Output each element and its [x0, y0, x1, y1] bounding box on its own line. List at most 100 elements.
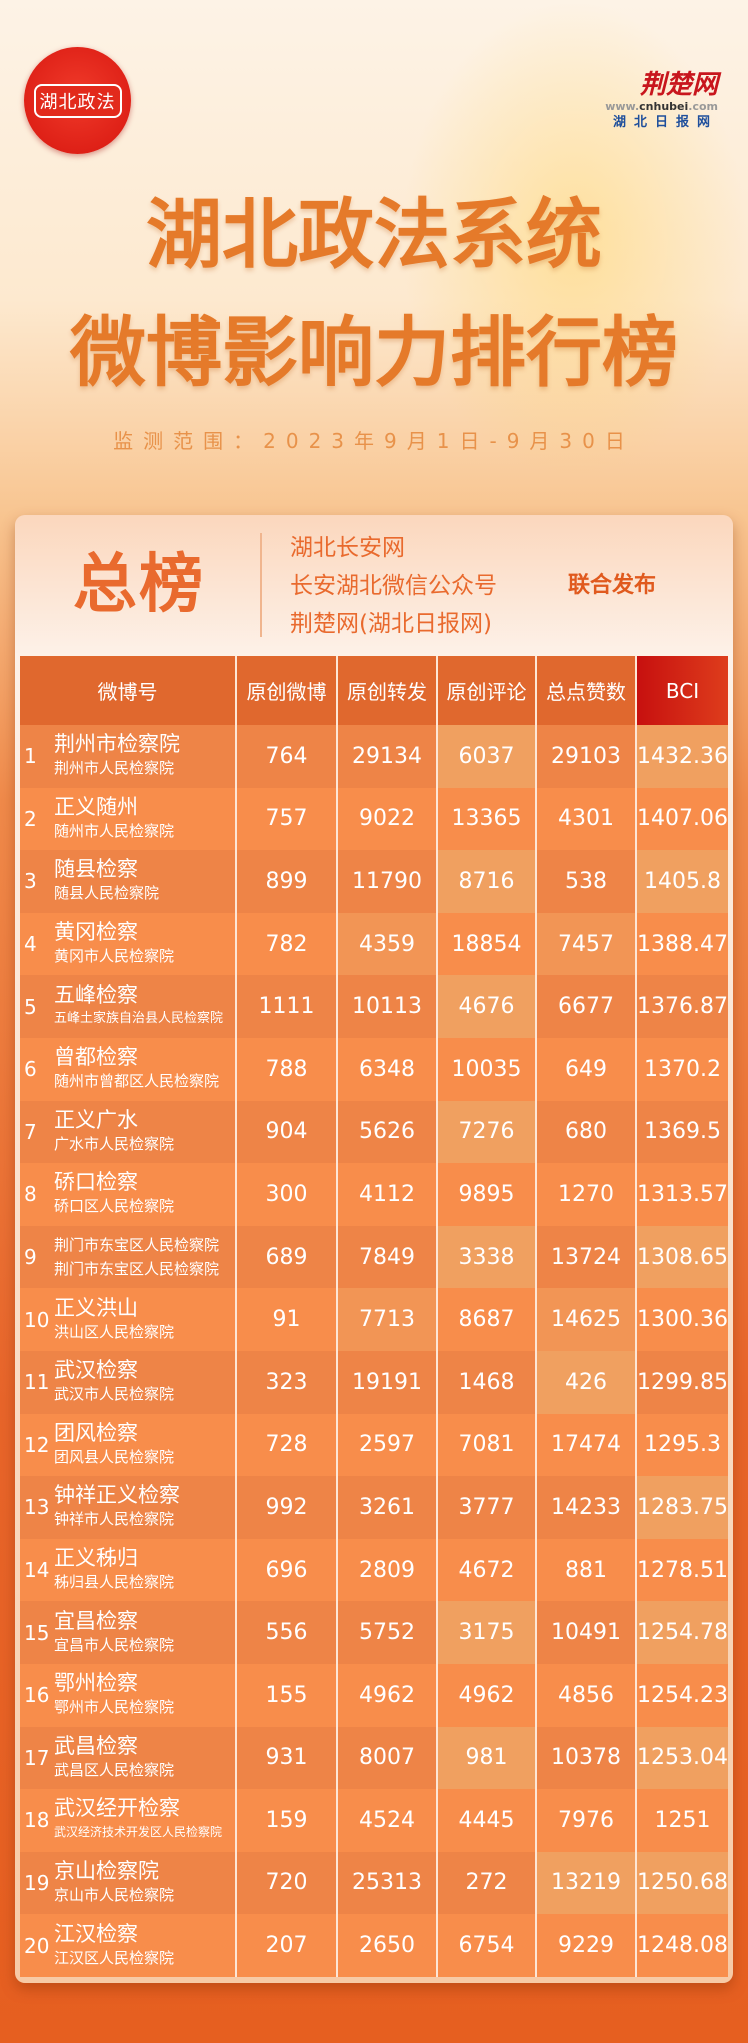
likes-cell: 7976 — [535, 1789, 636, 1852]
reposts-cell: 4359 — [336, 912, 437, 976]
header-comments: 原创评论 — [436, 656, 536, 725]
reposts-cell: 2809 — [336, 1538, 437, 1602]
comments-cell: 4962 — [436, 1663, 536, 1727]
table-row: 3 随县检察 随县人民检察院 899 11790 8716 538 1405.8 — [20, 850, 728, 913]
account-names: 武汉检察 武汉市人民检察院 — [54, 1358, 174, 1406]
rank: 19 — [24, 1870, 50, 1895]
account-names: 硚口检察 硚口区人民检察院 — [54, 1170, 174, 1218]
ranking-table: 微博号 原创微博 原创转发 原创评论 总点赞数 BCI 1 荆州市检察院 荆州市人民… — [20, 656, 728, 1977]
account-names: 曾都检察 随州市曾都区人民检察院 — [54, 1045, 219, 1093]
rank: 18 — [24, 1808, 50, 1833]
account-names: 钟祥正义检察 钟祥市人民检察院 — [54, 1483, 180, 1531]
bci-cell: 1278.51 — [635, 1538, 728, 1602]
account-name: 团风检察 — [54, 1420, 138, 1445]
account-names: 五峰检察 五峰土家族自治县人民检察院 — [54, 983, 223, 1031]
account-cell: 4 黄冈检察 黄冈市人民检察院 — [20, 912, 236, 976]
organization-name: 武汉市人民检察院 — [54, 1385, 175, 1404]
likes-cell: 10378 — [535, 1726, 636, 1790]
comments-cell: 8716 — [436, 850, 536, 913]
posts-cell: 782 — [235, 912, 337, 976]
reposts-cell: 5752 — [336, 1601, 437, 1664]
reposts-cell: 8007 — [336, 1726, 437, 1790]
comments-cell: 3338 — [436, 1225, 536, 1289]
posts-cell: 788 — [235, 1037, 337, 1101]
brand-url-main: cnhubei — [639, 100, 689, 113]
account-names: 荆门市东宝区人民检察院 荆门市东宝区人民检察院 — [54, 1233, 219, 1281]
board-label: 总榜 — [73, 548, 205, 622]
table-row: 9 荆门市东宝区人民检察院 荆门市东宝区人民检察院 689 7849 3338 13724 1… — [20, 1225, 728, 1289]
account-cell: 10 正义洪山 洪山区人民检察院 — [20, 1288, 236, 1351]
comments-cell: 18854 — [436, 912, 536, 976]
account-cell: 6 曾都检察 随州市曾都区人民检察院 — [20, 1037, 236, 1101]
comments-cell: 13365 — [436, 787, 536, 851]
rank: 17 — [24, 1745, 50, 1770]
bci-cell: 1253.04 — [635, 1726, 728, 1790]
account-name: 江汉检察 — [54, 1921, 138, 1946]
account-cell: 14 正义秭归 秭归县人民检察院 — [20, 1538, 236, 1602]
posts-cell: 764 — [235, 725, 337, 788]
account-names: 正义广水 广水市人民检察院 — [54, 1108, 174, 1156]
account-names: 正义洪山 洪山区人民检察院 — [54, 1296, 174, 1344]
account-cell: 18 武汉经开检察 武汉经济技术开发区人民检察院 — [20, 1789, 236, 1852]
posts-cell: 992 — [235, 1476, 337, 1539]
organization-name: 随州市人民检察院 — [54, 821, 175, 840]
account-names: 鄂州检察 鄂州市人民检察院 — [54, 1671, 174, 1719]
bci-cell: 1432.36 — [635, 725, 728, 788]
reposts-cell: 11790 — [336, 850, 437, 913]
organization-name: 钟祥市人民检察院 — [54, 1510, 175, 1529]
organization-name: 团风县人民检察院 — [54, 1447, 175, 1466]
comments-cell: 4676 — [436, 975, 536, 1038]
posts-cell: 207 — [235, 1914, 337, 1977]
organization-name: 黄冈市人民检察院 — [54, 947, 175, 966]
header-reposts: 原创转发 — [336, 656, 437, 725]
likes-cell: 17474 — [535, 1413, 636, 1477]
publisher: 湖北长安网 — [290, 535, 405, 561]
account-name: 正义秭归 — [54, 1546, 138, 1571]
organization-name: 武汉经济技术开发区人民检察院 — [54, 1825, 223, 1840]
bci-cell: 1308.65 — [635, 1225, 728, 1289]
account-name: 正义随州 — [54, 794, 138, 819]
organization-name: 洪山区人民检察院 — [54, 1322, 175, 1341]
account-cell: 1 荆州市检察院 荆州市人民检察院 — [20, 725, 236, 788]
brand-name: 荆楚网 — [639, 70, 718, 100]
account-cell: 13 钟祥正义检察 钟祥市人民检察院 — [20, 1476, 236, 1539]
likes-cell: 14233 — [535, 1476, 636, 1539]
reposts-cell: 4112 — [336, 1163, 437, 1226]
account-names: 江汉检察江汉区人民检察院 — [54, 1922, 174, 1970]
organization-name: 荆门市东宝区人民检察院 — [54, 1260, 220, 1279]
table-row: 6 曾都检察 随州市曾都区人民检察院 788 6348 10035 649 1370.2 — [20, 1037, 728, 1101]
rank: 3 — [24, 869, 37, 894]
comments-cell: 10035 — [436, 1037, 536, 1101]
header-account: 微博号 — [20, 656, 236, 725]
posts-cell: 1111 — [235, 975, 337, 1038]
bci-cell: 1250.68 — [635, 1851, 728, 1915]
ranking-card: 总榜 湖北长安网 长安湖北微信公众号 荆楚网(湖北日报网) 联合发布 微博号 原… — [15, 515, 733, 1983]
reposts-cell: 19191 — [336, 1350, 437, 1414]
account-name: 荆州市检察院 — [54, 732, 180, 757]
bci-cell: 1376.87 — [635, 975, 728, 1038]
reposts-cell: 4524 — [336, 1789, 437, 1852]
comments-cell: 272 — [436, 1851, 536, 1915]
organization-name: 广水市人民检察院 — [54, 1134, 175, 1153]
rank: 5 — [24, 994, 37, 1019]
rank: 10 — [24, 1307, 50, 1332]
account-cell: 2 正义随州 随州市人民检察院 — [20, 787, 236, 851]
account-names: 武昌检察 武昌区人民检察院 — [54, 1734, 174, 1782]
account-cell: 3 随县检察 随县人民检察院 — [20, 850, 236, 913]
organization-name: 江汉区人民检察院 — [54, 1948, 175, 1967]
account-names: 随县检察 随县人民检察院 — [54, 857, 159, 905]
reposts-cell: 5626 — [336, 1100, 437, 1164]
posts-cell: 728 — [235, 1413, 337, 1477]
posts-cell: 899 — [235, 850, 337, 913]
account-name: 荆门市东宝区人民检察院 — [54, 1236, 220, 1255]
account-names: 正义秭归秭归县人民检察院 — [54, 1546, 174, 1594]
reposts-cell: 2650 — [336, 1914, 437, 1977]
table-row: 2 正义随州 随州市人民检察院 757 9022 13365 4301 1407.06 — [20, 787, 728, 851]
header-posts: 原创微博 — [235, 656, 337, 725]
comments-cell: 4445 — [436, 1789, 536, 1852]
organization-name: 秭归县人民检察院 — [54, 1573, 175, 1592]
likes-cell: 680 — [535, 1100, 636, 1164]
likes-cell: 6677 — [535, 975, 636, 1038]
posts-cell: 904 — [235, 1100, 337, 1164]
account-names: 正义随州随州市人民检察院 — [54, 795, 174, 843]
